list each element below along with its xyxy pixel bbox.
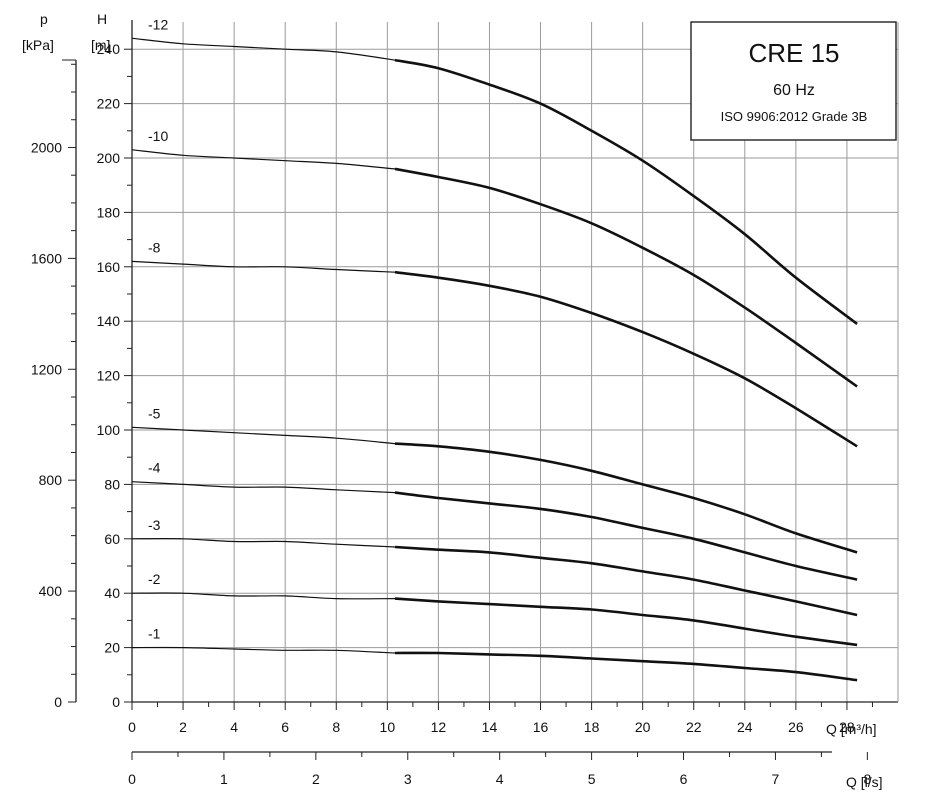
series-label: -3	[148, 517, 161, 533]
chart-standard: ISO 9906:2012 Grade 3B	[721, 109, 868, 124]
flow-axis-title: Q [m³/h]	[826, 721, 877, 737]
curve-stage-10-operating	[394, 167, 858, 388]
curve-stage-4-operating	[394, 491, 858, 581]
series-label: -5	[148, 405, 161, 421]
chart-subtitle: 60 Hz	[773, 82, 815, 99]
flow-tick-label: 6	[281, 719, 289, 735]
flow-tick-label: 14	[482, 719, 498, 735]
flow-tick-label: 18	[584, 719, 600, 735]
pressure-tick-label: 1600	[31, 250, 62, 266]
series-label: -1	[148, 626, 161, 642]
labels-layer: 020406080100120140160180200220240H[m]040…	[22, 11, 883, 790]
curve-stage-3-low-flow	[131, 537, 396, 548]
pressure-axis-unit: [kPa]	[22, 37, 54, 53]
head-tick-label: 160	[97, 259, 121, 275]
series-label: -8	[148, 239, 161, 255]
curve-stage-2-operating	[394, 597, 858, 647]
pressure-tick-label: 2000	[31, 139, 62, 155]
flow-ls-tick-label: 7	[772, 771, 780, 787]
head-tick-label: 200	[97, 150, 121, 166]
flow-tick-label: 28	[839, 719, 855, 735]
curve-stage-1-low-flow	[131, 646, 396, 654]
head-tick-label: 220	[97, 96, 121, 112]
flow-tick-label: 10	[380, 719, 396, 735]
flow-ls-tick-label: 1	[220, 771, 228, 787]
flow-ls-tick-label: 4	[496, 771, 504, 787]
curve-stage-3-operating	[394, 545, 858, 617]
curve-stage-1-operating	[394, 651, 858, 682]
flow-tick-label: 26	[788, 719, 804, 735]
curve-stage-10-low-flow	[131, 149, 396, 170]
head-tick-label: 140	[97, 313, 121, 329]
flow-tick-label: 4	[230, 719, 238, 735]
flow-tick-label: 0	[128, 719, 136, 735]
pressure-tick-label: 0	[54, 694, 62, 710]
series-label: -10	[148, 128, 168, 144]
curve-stage-5-low-flow	[131, 426, 396, 445]
curve-stage-12-low-flow	[131, 37, 396, 61]
flow-tick-label: 16	[533, 719, 549, 735]
flow-tick-label: 2	[179, 719, 187, 735]
chart-title: CRE 15	[748, 38, 839, 68]
curve-stage-5-operating	[394, 442, 858, 554]
pressure-tick-label: 400	[39, 583, 63, 599]
flow-tick-label: 20	[635, 719, 651, 735]
head-tick-label: 60	[104, 531, 120, 547]
curve-stage-12-operating	[394, 58, 858, 325]
head-axis-title: H	[97, 11, 107, 27]
head-tick-label: 80	[104, 476, 120, 492]
flow-tick-label: 12	[431, 719, 447, 735]
flow-ls-tick-label: 2	[312, 771, 320, 787]
flow-tick-label: 22	[686, 719, 702, 735]
axes-layer	[62, 20, 899, 760]
pressure-tick-label: 1200	[31, 361, 62, 377]
flow-ls-axis-title: Q [l/s]	[846, 774, 883, 790]
curve-stage-8-operating	[394, 270, 858, 448]
flow-ls-tick-label: 5	[588, 771, 596, 787]
head-tick-label: 40	[104, 585, 120, 601]
series-label: -2	[148, 571, 161, 587]
head-tick-label: 20	[104, 640, 120, 656]
title-box: CRE 15 60 Hz ISO 9906:2012 Grade 3B	[690, 21, 897, 141]
flow-ls-tick-label: 6	[680, 771, 688, 787]
head-axis-unit: [m]	[91, 37, 110, 53]
series-label: -4	[148, 460, 161, 476]
curve-stage-4-low-flow	[131, 481, 396, 494]
flow-tick-label: 8	[332, 719, 340, 735]
flow-ls-tick-label: 8	[863, 771, 871, 787]
head-tick-label: 240	[97, 41, 121, 57]
flow-tick-label: 24	[737, 719, 753, 735]
curve-stage-2-low-flow	[131, 592, 396, 600]
flow-ls-tick-label: 3	[404, 771, 412, 787]
curve-stage-8-low-flow	[131, 260, 396, 273]
pressure-tick-label: 800	[39, 472, 63, 488]
title-box-frame	[690, 21, 897, 141]
pressure-axis-title: p	[40, 11, 48, 27]
flow-ls-tick-label: 0	[128, 771, 136, 787]
head-tick-label: 100	[97, 422, 121, 438]
head-tick-label: 120	[97, 368, 121, 384]
curves-layer	[131, 37, 858, 682]
head-tick-label: 0	[112, 694, 120, 710]
head-tick-label: 180	[97, 204, 121, 220]
series-label: -12	[148, 16, 168, 32]
